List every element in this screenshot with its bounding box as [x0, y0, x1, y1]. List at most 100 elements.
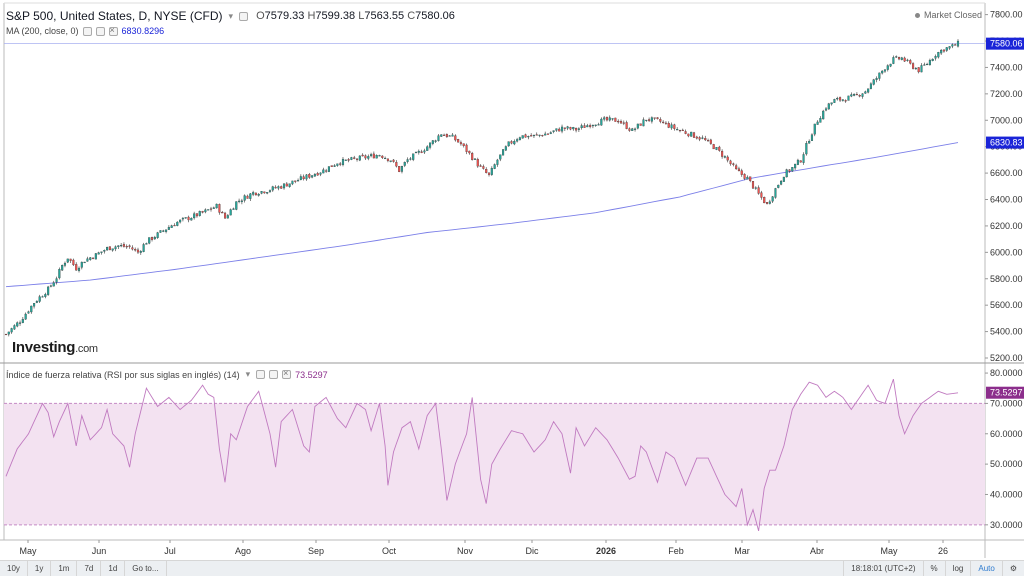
gear-icon[interactable]: ⚙ [1001, 560, 1024, 576]
rsi-legend: Índice de fuerza relativa (RSI por sus s… [6, 368, 328, 380]
candle-body [591, 124, 594, 127]
candle-body [701, 137, 704, 139]
candle-body [131, 247, 134, 250]
time-tick-label: May [880, 546, 898, 556]
candle-body [33, 303, 36, 307]
candle-body [774, 188, 777, 198]
chevron-down-icon[interactable]: ▾ [228, 10, 234, 21]
candle-body [659, 119, 662, 122]
candle-body [740, 170, 743, 175]
close-icon[interactable] [282, 368, 292, 379]
range-1y-button[interactable]: 1y [28, 560, 52, 576]
range-7d-button[interactable]: 7d [77, 560, 102, 576]
candle-body [288, 183, 291, 187]
candle-body [746, 176, 749, 180]
percent-toggle[interactable]: % [922, 560, 945, 576]
candle-body [204, 209, 207, 213]
candle-body [386, 158, 389, 161]
candle-body [555, 128, 558, 131]
candle-body [38, 296, 41, 302]
time-tick-label: Jul [164, 546, 176, 556]
auto-toggle[interactable]: Auto [970, 560, 1001, 576]
candle-body [656, 117, 659, 120]
candle-body [412, 153, 415, 160]
candle-body [653, 117, 656, 119]
goto-button[interactable]: Go to... [125, 560, 167, 576]
candle-body [810, 134, 814, 141]
candle-body [673, 124, 676, 129]
candle-body [532, 134, 536, 137]
time-tick-label: Nov [457, 546, 474, 556]
candle-body [431, 140, 434, 144]
candle-body [482, 166, 485, 169]
candle-body [569, 127, 572, 130]
candle-body [353, 157, 356, 159]
candle-body [718, 146, 721, 151]
candle-body [906, 59, 909, 61]
candle-body [195, 213, 199, 217]
candle-body [945, 47, 948, 51]
candle-body [648, 119, 651, 121]
log-toggle[interactable]: log [944, 560, 971, 576]
candle-body [827, 103, 830, 110]
candle-body [485, 169, 488, 173]
price-tick-label: 6600.00 [990, 168, 1023, 178]
candle-body [111, 248, 114, 251]
candle-body [125, 246, 128, 248]
range-1d-button[interactable]: 1d [101, 560, 126, 576]
candle-body [808, 141, 811, 144]
candle-body [75, 264, 78, 271]
candle-body [664, 122, 667, 124]
candle-body [878, 72, 881, 79]
candle-body [698, 137, 701, 140]
candle-body [912, 63, 915, 69]
candle-body [457, 139, 460, 143]
candle-body [372, 153, 375, 159]
candle-body [914, 68, 917, 70]
candle-body [560, 126, 564, 132]
settings-icon[interactable] [95, 26, 105, 36]
candle-body [468, 150, 471, 154]
time-tick-label: Feb [668, 546, 684, 556]
candle-body [903, 57, 906, 62]
candle-body [142, 244, 145, 252]
time-tick-label: Sep [308, 546, 324, 556]
eye-icon[interactable] [82, 26, 92, 36]
candle-body [176, 221, 179, 226]
candle-body [209, 208, 213, 210]
settings-icon[interactable] [269, 370, 279, 379]
candle-body [179, 219, 182, 223]
rsi-badge: 73.5297 [990, 388, 1023, 398]
candle-body [636, 123, 639, 129]
candle-body [737, 168, 741, 172]
candle-body [451, 134, 454, 137]
candle-body [594, 124, 597, 126]
eye-icon[interactable] [239, 11, 249, 21]
candle-body [841, 99, 844, 101]
candle-body [869, 83, 872, 89]
candle-body [167, 227, 170, 230]
candle-body [853, 94, 856, 96]
close-icon[interactable] [108, 25, 118, 36]
candle-body [886, 65, 889, 70]
candle-body [302, 176, 305, 180]
candle-body [257, 194, 260, 196]
candle-body [690, 131, 693, 137]
chevron-down-icon[interactable]: ▾ [245, 369, 251, 379]
candle-body [282, 183, 286, 189]
candle-body [785, 169, 788, 178]
candle-body [409, 158, 412, 160]
candle-body [549, 132, 552, 134]
range-1m-button[interactable]: 1m [51, 560, 78, 576]
candle-body [235, 201, 238, 210]
eye-icon[interactable] [256, 370, 266, 379]
candle-body [226, 215, 229, 219]
market-status-label: Market Closed [923, 10, 982, 20]
candle-body [313, 174, 316, 177]
candle-body [897, 57, 901, 60]
candle-body [294, 180, 297, 182]
range-10y-button[interactable]: 10y [0, 560, 28, 576]
bottom-toolbar: 10y 1y 1m 7d 1d Go to... 18:18:01 (UTC+2… [0, 560, 1024, 576]
